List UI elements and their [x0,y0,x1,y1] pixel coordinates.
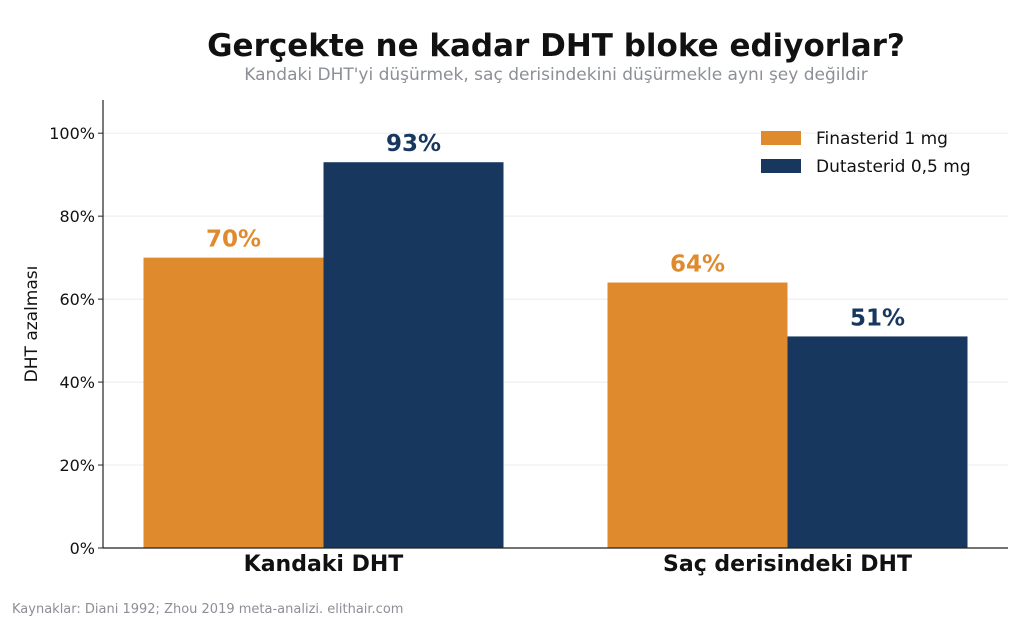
y-tick-label: 60% [59,290,95,309]
y-tick-label: 0% [70,539,95,558]
data-label: 51% [850,305,905,331]
y-tick-label: 100% [49,124,95,143]
x-category-labels: Kandaki DHT Saç derisindeki DHT [244,552,912,577]
x-category-label: Kandaki DHT [244,552,404,577]
x-category-label: Saç derisindeki DHT [663,552,912,577]
chart-subtitle: Kandaki DHT'yi düşürmek, saç derisindeki… [244,65,867,85]
source-note: Kaynaklar: Diani 1992; Zhou 2019 meta-an… [12,602,403,617]
data-labels: 70% 93% 64% 51% [206,131,905,331]
legend-label: Finasterid 1 mg [816,129,948,149]
legend-swatch [761,131,801,145]
data-label: 93% [386,131,441,157]
bar [607,282,788,548]
chart-title: Gerçekte ne kadar DHT bloke ediyorlar? [207,28,905,64]
y-axis-label: DHT azalması [22,266,42,383]
y-tick-label: 20% [59,456,95,475]
y-tick-label: 80% [59,207,95,226]
y-tick-label: 40% [59,373,95,392]
legend-swatch [761,159,801,173]
legend: Finasterid 1 mg Dutasterid 0,5 mg [761,129,971,177]
legend-label: Dutasterid 0,5 mg [816,157,971,177]
bars [143,162,968,548]
data-label: 64% [670,252,725,278]
bar [143,257,324,548]
bar [787,336,968,548]
y-ticks: 0% 20% 40% 60% 80% 100% [49,124,103,558]
bar [323,162,504,548]
data-label: 70% [206,227,261,253]
